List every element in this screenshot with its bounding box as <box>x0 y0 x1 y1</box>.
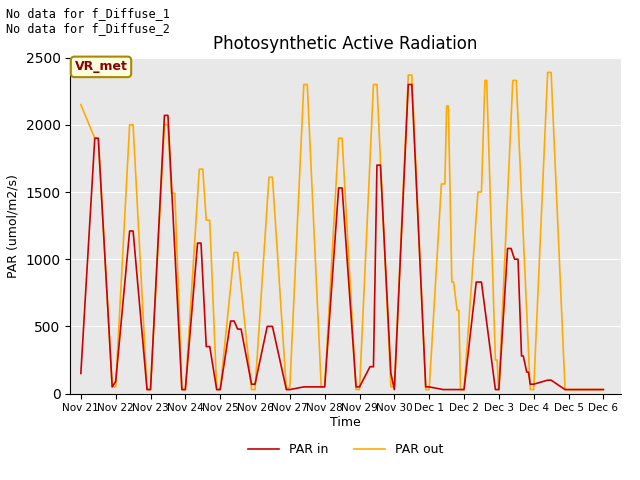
Legend: PAR in, PAR out: PAR in, PAR out <box>243 438 448 461</box>
PAR out <box>143 387 151 393</box>
PAR out <box>202 217 210 223</box>
PAR in <box>460 387 468 393</box>
Y-axis label: PAR (umol/m2/s): PAR (umol/m2/s) <box>7 174 20 277</box>
PAR in <box>544 377 552 383</box>
Text: No data for f_Diffuse_2: No data for f_Diffuse_2 <box>6 22 170 35</box>
PAR out <box>544 70 552 75</box>
PAR out <box>495 387 502 393</box>
PAR in <box>600 387 607 393</box>
PAR in <box>492 387 499 393</box>
PAR in <box>530 381 538 387</box>
PAR in <box>404 82 412 87</box>
PAR in <box>514 256 522 262</box>
Title: Photosynthetic Active Radiation: Photosynthetic Active Radiation <box>213 35 478 53</box>
PAR in <box>547 377 555 383</box>
PAR out <box>265 174 273 180</box>
PAR in <box>143 387 151 393</box>
Text: No data for f_Diffuse_1: No data for f_Diffuse_1 <box>6 7 170 20</box>
Text: VR_met: VR_met <box>75 60 127 73</box>
Line: PAR out: PAR out <box>81 72 604 390</box>
PAR out <box>509 78 516 84</box>
X-axis label: Time: Time <box>330 416 361 429</box>
PAR in <box>77 371 84 376</box>
PAR out <box>77 102 84 108</box>
PAR out <box>600 387 607 393</box>
Line: PAR in: PAR in <box>81 84 604 390</box>
PAR out <box>370 82 378 87</box>
PAR out <box>530 387 538 393</box>
